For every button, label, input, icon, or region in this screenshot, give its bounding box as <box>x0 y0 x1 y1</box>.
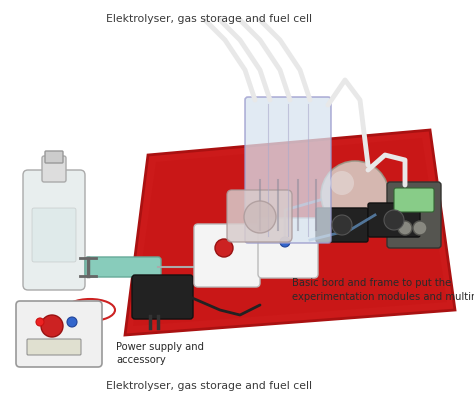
Circle shape <box>330 171 354 195</box>
FancyBboxPatch shape <box>45 151 63 163</box>
FancyBboxPatch shape <box>394 188 434 212</box>
Text: Elektrolyser, gas storage and fuel cell: Elektrolyser, gas storage and fuel cell <box>106 14 311 24</box>
Circle shape <box>36 318 44 326</box>
Circle shape <box>413 221 427 235</box>
FancyBboxPatch shape <box>245 97 331 243</box>
Text: Basic bord and frame to put the
experimentation modules and multimeter: Basic bord and frame to put the experime… <box>292 278 474 302</box>
Circle shape <box>384 210 404 230</box>
FancyBboxPatch shape <box>27 339 81 355</box>
FancyBboxPatch shape <box>387 182 441 248</box>
Circle shape <box>41 315 63 337</box>
FancyBboxPatch shape <box>23 170 85 290</box>
FancyBboxPatch shape <box>32 208 76 262</box>
Circle shape <box>67 317 77 327</box>
FancyBboxPatch shape <box>42 156 66 182</box>
Text: Elektrolyser, gas storage and fuel cell: Elektrolyser, gas storage and fuel cell <box>106 381 311 391</box>
FancyBboxPatch shape <box>194 224 260 287</box>
Circle shape <box>215 239 233 257</box>
Polygon shape <box>133 138 447 326</box>
FancyBboxPatch shape <box>258 218 318 278</box>
Polygon shape <box>125 130 455 335</box>
FancyBboxPatch shape <box>85 257 161 277</box>
FancyBboxPatch shape <box>132 275 193 319</box>
Circle shape <box>398 221 412 235</box>
FancyBboxPatch shape <box>368 203 420 237</box>
Circle shape <box>321 161 389 229</box>
FancyBboxPatch shape <box>227 190 292 242</box>
FancyBboxPatch shape <box>16 301 102 367</box>
Circle shape <box>244 201 276 233</box>
Text: Power supply and
accessory: Power supply and accessory <box>116 342 204 365</box>
Circle shape <box>332 215 352 235</box>
FancyBboxPatch shape <box>316 208 368 242</box>
Circle shape <box>280 237 290 247</box>
